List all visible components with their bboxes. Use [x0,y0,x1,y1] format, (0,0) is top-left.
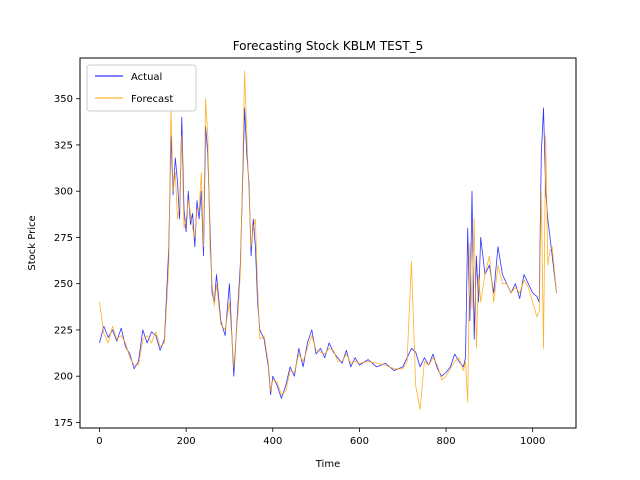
x-tick-label: 400 [263,436,282,447]
series-line-actual [99,107,557,399]
x-tick-label: 0 [96,436,102,447]
y-tick-label: 175 [54,418,73,429]
x-tick-label: 200 [177,436,196,447]
legend-label-forecast: Forecast [131,94,173,105]
x-tick-label: 800 [436,436,455,447]
y-tick-label: 325 [54,140,73,151]
chart-title: Forecasting Stock KBLM TEST_5 [233,39,424,53]
y-axis-label: Stock Price [27,215,38,270]
legend-label-actual: Actual [131,72,162,83]
y-tick-label: 350 [54,94,73,105]
x-axis: 0 200 400 600 800 1000 [96,428,545,447]
plot-area [99,70,557,410]
y-tick-label: 300 [54,187,73,198]
series-line-forecast [99,70,557,410]
plot-frame [79,57,577,429]
y-axis: 175 200 225 250 275 300 325 350 [54,94,80,429]
y-tick-label: 275 [54,233,73,244]
x-tick-label: 600 [350,436,369,447]
y-tick-label: 250 [54,279,73,290]
series-layer [99,70,557,410]
x-axis-label: Time [315,459,340,470]
legend: Actual Forecast [86,64,197,112]
y-tick-label: 225 [54,325,73,336]
x-tick-label: 1000 [520,436,545,447]
y-tick-label: 200 [54,372,73,383]
